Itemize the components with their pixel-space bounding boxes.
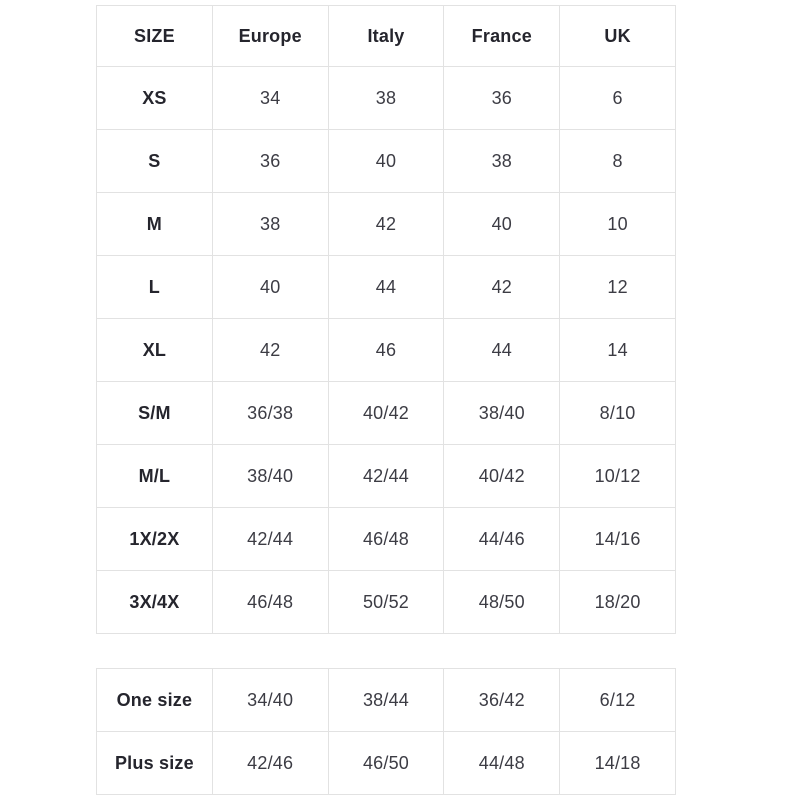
size-value-cell: 44 (327, 255, 445, 319)
size-value-cell: 36 (211, 129, 329, 193)
size-value-cell: 10 (559, 192, 676, 256)
size-value-cell: 40 (211, 255, 329, 319)
size-label-cell: XS (96, 66, 213, 130)
table-row-3x4x: 3X/4X 46/48 50/52 48/50 18/20 (96, 570, 676, 634)
size-label-cell: One size (96, 668, 213, 732)
size-value-cell: 42 (443, 255, 561, 319)
size-value-cell: 38 (327, 66, 445, 130)
column-header-italy: Italy (327, 5, 445, 67)
size-value-cell: 38/40 (443, 381, 561, 445)
size-value-cell: 8/10 (559, 381, 676, 445)
size-value-cell: 14/18 (559, 731, 676, 795)
size-value-cell: 42/44 (211, 507, 329, 571)
special-sizes-table: One size 34/40 38/44 36/42 6/12 Plus siz… (96, 668, 676, 795)
column-header-france: France (443, 5, 561, 67)
size-value-cell: 46 (327, 318, 445, 382)
size-value-cell: 12 (559, 255, 676, 319)
size-value-cell: 36 (443, 66, 561, 130)
size-value-cell: 6/12 (559, 668, 676, 732)
size-value-cell: 38/44 (327, 668, 445, 732)
table-row-ml: M/L 38/40 42/44 40/42 10/12 (96, 444, 676, 508)
table-row-m: M 38 42 40 10 (96, 192, 676, 256)
size-value-cell: 44 (443, 318, 561, 382)
size-value-cell: 36/38 (211, 381, 329, 445)
size-conversion-table: SIZE Europe Italy France UK XS 34 38 36 … (96, 5, 676, 634)
size-value-cell: 40/42 (443, 444, 561, 508)
size-value-cell: 36/42 (443, 668, 561, 732)
size-value-cell: 40 (443, 192, 561, 256)
size-value-cell: 34 (211, 66, 329, 130)
size-label-cell: S/M (96, 381, 213, 445)
header-row: SIZE Europe Italy France UK (96, 5, 676, 67)
size-value-cell: 40/42 (327, 381, 445, 445)
table-row-s: S 36 40 38 8 (96, 129, 676, 193)
size-value-cell: 46/50 (327, 731, 445, 795)
table-row-sm: S/M 36/38 40/42 38/40 8/10 (96, 381, 676, 445)
size-value-cell: 34/40 (211, 668, 329, 732)
size-value-cell: 38 (443, 129, 561, 193)
size-value-cell: 50/52 (327, 570, 445, 634)
size-value-cell: 6 (559, 66, 676, 130)
size-value-cell: 38 (211, 192, 329, 256)
size-value-cell: 44/48 (443, 731, 561, 795)
size-value-cell: 48/50 (443, 570, 561, 634)
size-value-cell: 42 (211, 318, 329, 382)
size-value-cell: 14 (559, 318, 676, 382)
size-label-cell: 1X/2X (96, 507, 213, 571)
table-row-plus-size: Plus size 42/46 46/50 44/48 14/18 (96, 731, 676, 795)
size-label-cell: M (96, 192, 213, 256)
table-row-1x2x: 1X/2X 42/44 46/48 44/46 14/16 (96, 507, 676, 571)
size-value-cell: 44/46 (443, 507, 561, 571)
column-header-size: SIZE (96, 5, 213, 67)
size-label-cell: S (96, 129, 213, 193)
table-row-xs: XS 34 38 36 6 (96, 66, 676, 130)
size-value-cell: 46/48 (211, 570, 329, 634)
size-value-cell: 42 (327, 192, 445, 256)
size-label-cell: M/L (96, 444, 213, 508)
size-label-cell: L (96, 255, 213, 319)
column-header-europe: Europe (211, 5, 329, 67)
size-label-cell: Plus size (96, 731, 213, 795)
size-label-cell: 3X/4X (96, 570, 213, 634)
size-value-cell: 8 (559, 129, 676, 193)
size-value-cell: 14/16 (559, 507, 676, 571)
column-header-uk: UK (559, 5, 676, 67)
size-value-cell: 42/46 (211, 731, 329, 795)
size-value-cell: 42/44 (327, 444, 445, 508)
size-value-cell: 46/48 (327, 507, 445, 571)
size-value-cell: 18/20 (559, 570, 676, 634)
size-label-cell: XL (96, 318, 213, 382)
table-row-l: L 40 44 42 12 (96, 255, 676, 319)
table-row-xl: XL 42 46 44 14 (96, 318, 676, 382)
size-value-cell: 40 (327, 129, 445, 193)
size-value-cell: 38/40 (211, 444, 329, 508)
table-row-one-size: One size 34/40 38/44 36/42 6/12 (96, 668, 676, 732)
size-value-cell: 10/12 (559, 444, 676, 508)
